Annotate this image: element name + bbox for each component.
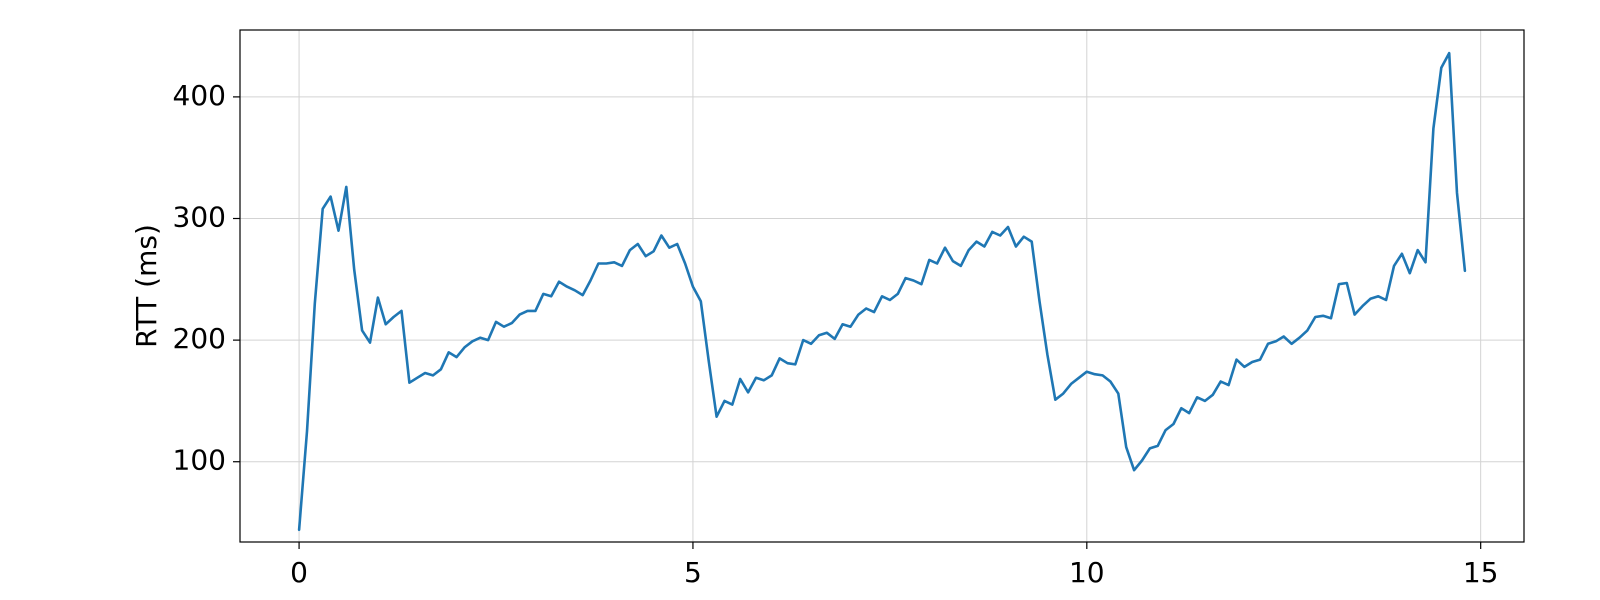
rtt-series-line <box>297 51 1467 532</box>
x-tick-label: 0 <box>290 556 308 589</box>
y-axis-label: RTT (ms) <box>130 224 163 348</box>
x-tick-label: 10 <box>1069 556 1105 589</box>
x-tick-label: 5 <box>684 556 702 589</box>
x-tick-label: 15 <box>1463 556 1499 589</box>
plot-frame <box>239 29 1525 543</box>
grid-lines <box>240 30 1524 542</box>
axis-ticks: 0 5 10 15 100 200 300 400 <box>173 79 1499 589</box>
series-layer <box>297 51 1467 532</box>
y-tick-label: 100 <box>173 444 226 477</box>
y-tick-label: 300 <box>173 201 226 234</box>
y-tick-label: 200 <box>173 322 226 355</box>
y-tick-label: 400 <box>173 79 226 112</box>
